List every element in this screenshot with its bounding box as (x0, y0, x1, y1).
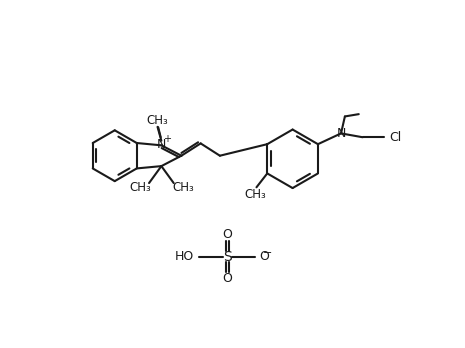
Text: CH₃: CH₃ (129, 181, 151, 194)
Text: CH₃: CH₃ (172, 181, 194, 194)
Text: N: N (336, 127, 345, 140)
Text: N: N (157, 138, 166, 151)
Text: Cl: Cl (389, 131, 401, 144)
Text: CH₃: CH₃ (244, 189, 266, 201)
Text: −: − (263, 248, 272, 258)
Text: O: O (222, 228, 232, 241)
Text: +: + (163, 134, 171, 144)
Text: S: S (223, 250, 232, 263)
Text: HO: HO (175, 250, 194, 263)
Text: O: O (222, 272, 232, 285)
Text: O: O (259, 250, 269, 263)
Text: CH₃: CH₃ (146, 114, 168, 127)
